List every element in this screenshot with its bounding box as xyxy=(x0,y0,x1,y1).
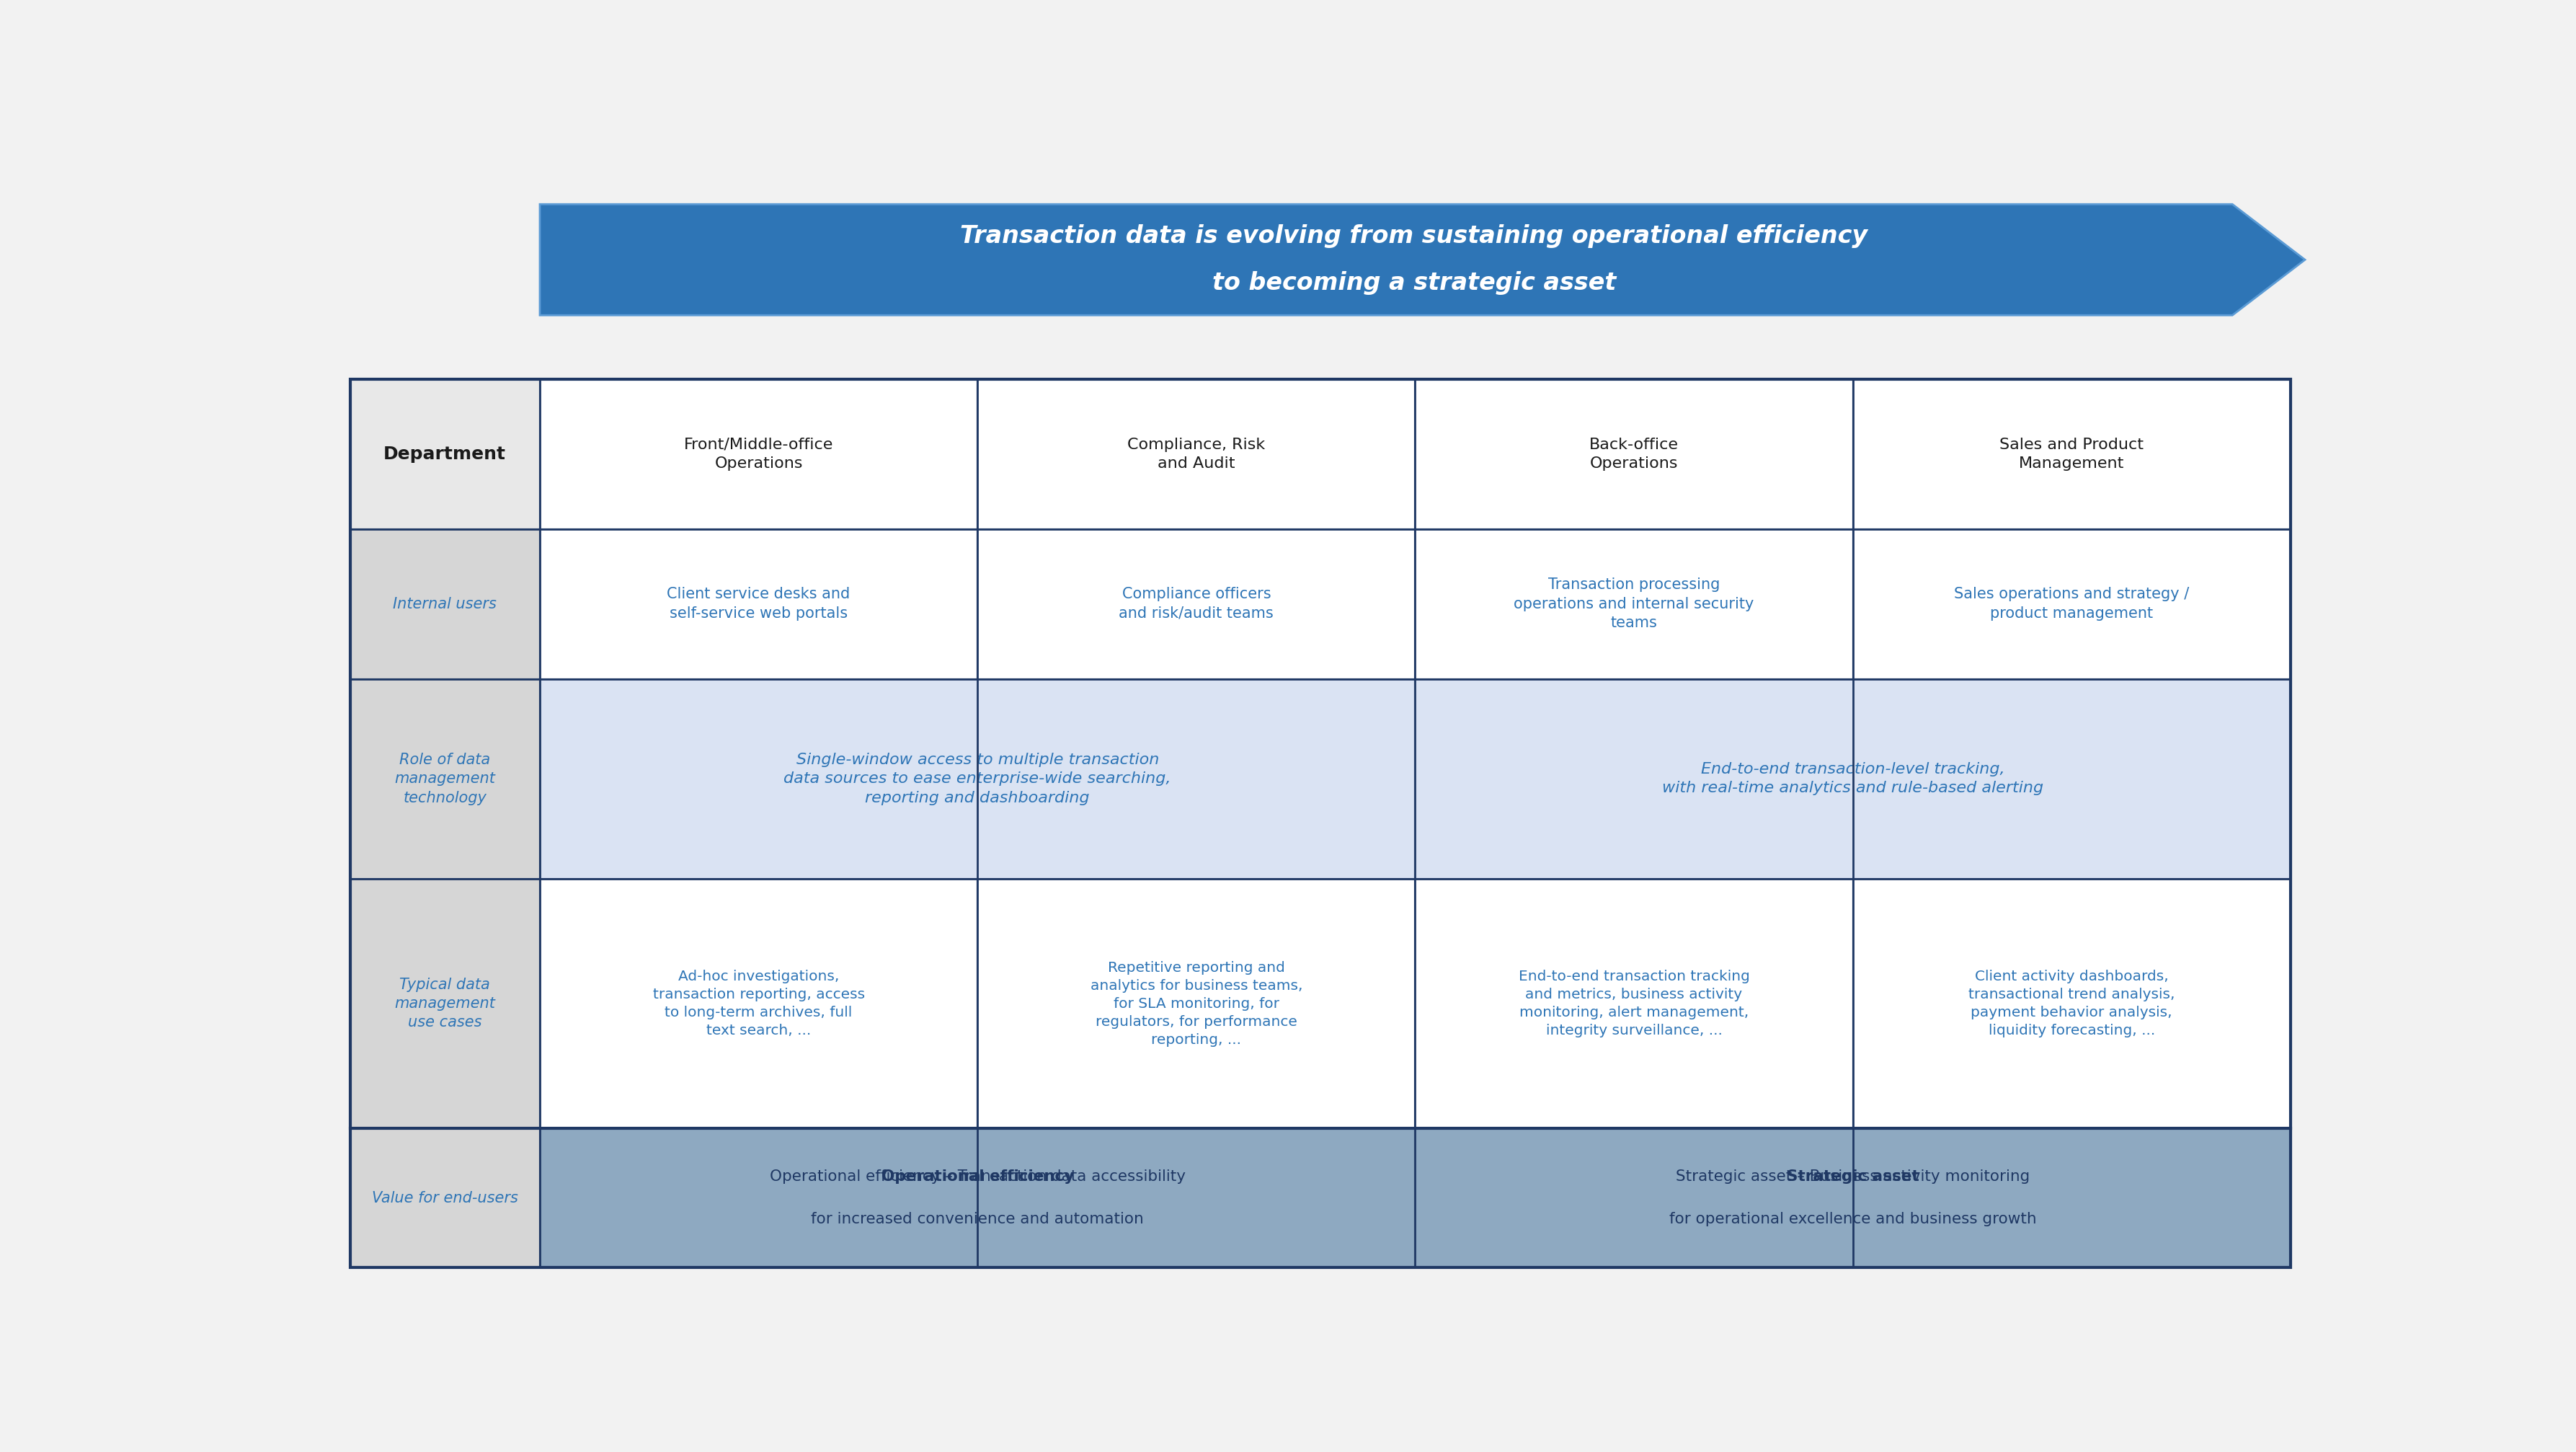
Bar xyxy=(976,379,1414,529)
Text: to becoming a strategic asset: to becoming a strategic asset xyxy=(1213,272,1615,295)
Text: for operational excellence and business growth: for operational excellence and business … xyxy=(1669,1212,2038,1225)
Text: Internal users: Internal users xyxy=(394,597,497,611)
Text: Department: Department xyxy=(384,446,505,463)
Text: Role of data
management
technology: Role of data management technology xyxy=(394,752,495,804)
Text: Sales and Product
Management: Sales and Product Management xyxy=(1999,437,2143,470)
Bar xyxy=(541,379,976,529)
Bar xyxy=(1414,680,2290,878)
Text: Typical data
management
use cases: Typical data management use cases xyxy=(394,977,495,1029)
Text: Strategic asset: Strategic asset xyxy=(1788,1170,1919,1183)
Bar xyxy=(1414,878,1852,1128)
Bar xyxy=(1852,878,2290,1128)
Text: End-to-end transaction-level tracking,
with real-time analytics and rule-based a: End-to-end transaction-level tracking, w… xyxy=(1662,762,2043,796)
Text: Value for end-users: Value for end-users xyxy=(371,1191,518,1205)
Bar xyxy=(350,379,2290,1268)
Bar xyxy=(541,680,1414,878)
Text: Client service desks and
self-service web portals: Client service desks and self-service we… xyxy=(667,587,850,620)
Polygon shape xyxy=(541,205,2306,315)
Text: Transaction processing
operations and internal security
teams: Transaction processing operations and in… xyxy=(1515,578,1754,630)
Bar xyxy=(1414,529,1852,680)
Text: Operational efficiency – Transaction data accessibility: Operational efficiency – Transaction dat… xyxy=(770,1170,1185,1183)
Text: Operational efficiency: Operational efficiency xyxy=(881,1170,1074,1183)
Text: Ad-hoc investigations,
transaction reporting, access
to long-term archives, full: Ad-hoc investigations, transaction repor… xyxy=(652,970,866,1038)
Bar xyxy=(350,379,541,529)
Text: Repetitive reporting and
analytics for business teams,
for SLA monitoring, for
r: Repetitive reporting and analytics for b… xyxy=(1090,961,1303,1047)
Text: Compliance officers
and risk/audit teams: Compliance officers and risk/audit teams xyxy=(1118,587,1273,620)
Text: Transaction data is evolving from sustaining operational efficiency: Transaction data is evolving from sustai… xyxy=(961,225,1868,248)
Text: Compliance, Risk
and Audit: Compliance, Risk and Audit xyxy=(1128,437,1265,470)
Bar xyxy=(1414,1128,2290,1268)
Text: Back-office
Operations: Back-office Operations xyxy=(1589,437,1680,470)
Bar xyxy=(350,1128,541,1268)
Bar xyxy=(350,878,541,1128)
Text: Strategic asset – Business activity monitoring: Strategic asset – Business activity moni… xyxy=(1677,1170,2030,1183)
Bar xyxy=(350,529,541,680)
Bar xyxy=(350,680,541,878)
Bar xyxy=(1852,379,2290,529)
Text: Front/Middle-office
Operations: Front/Middle-office Operations xyxy=(685,437,835,470)
Bar xyxy=(976,878,1414,1128)
Text: Sales operations and strategy /
product management: Sales operations and strategy / product … xyxy=(1955,587,2190,620)
Text: Single-window access to multiple transaction
data sources to ease enterprise-wid: Single-window access to multiple transac… xyxy=(783,752,1172,804)
Bar xyxy=(1414,379,1852,529)
Text: End-to-end transaction tracking
and metrics, business activity
monitoring, alert: End-to-end transaction tracking and metr… xyxy=(1517,970,1749,1038)
Bar xyxy=(1852,529,2290,680)
Bar xyxy=(541,1128,1414,1268)
Text: Client activity dashboards,
transactional trend analysis,
payment behavior analy: Client activity dashboards, transactiona… xyxy=(1968,970,2174,1038)
Bar xyxy=(541,878,976,1128)
Bar xyxy=(976,529,1414,680)
Bar xyxy=(541,529,976,680)
Text: for increased convenience and automation: for increased convenience and automation xyxy=(811,1212,1144,1225)
